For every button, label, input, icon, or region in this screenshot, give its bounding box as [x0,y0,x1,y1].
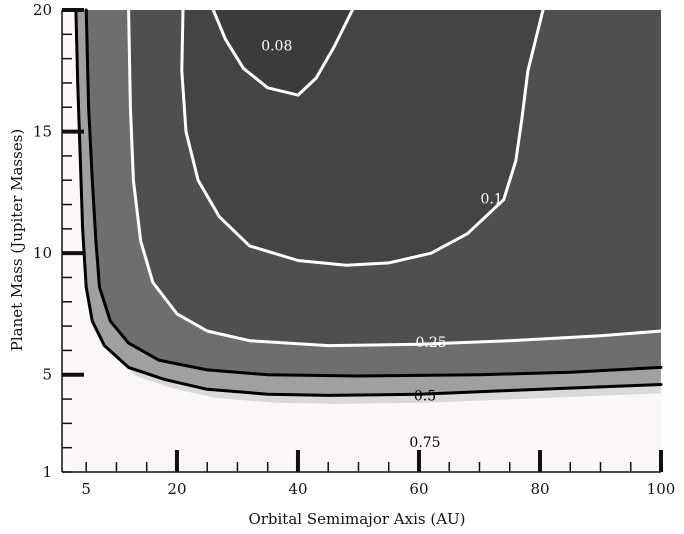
x-tick-label: 60 [409,480,428,498]
contour-line-0-08 [211,8,354,97]
y-tick-label: 1 [42,463,52,481]
contour-label-0-08: 0.08 [261,39,292,55]
x-tick-label: 5 [81,480,91,498]
contour-label-0-1: 0.1 [480,192,502,208]
plot-area [62,8,663,472]
axes [61,10,661,473]
x-tick-label: 40 [288,480,307,498]
contour-line-0-25 [127,8,663,348]
x-tick-label: 20 [167,480,186,498]
y-tick-label: 5 [42,366,52,384]
contour-line-0-1 [180,8,545,267]
y-tick-label: 15 [33,123,52,141]
contour-label-0-75: 0.75 [409,435,440,451]
contour-labels: 0.75 0.5 0.25 0.1 0.08 [261,39,503,451]
heatmap-fills [62,10,661,472]
contour-line-0-5 [84,8,663,378]
y-tick-label: 10 [33,244,52,262]
tick-marks [62,8,663,473]
x-tick-label: 80 [530,480,549,498]
y-axis-title: Planet Mass (Jupiter Masses) [8,129,26,352]
y-tick-label: 20 [33,1,52,19]
contour-lines [74,8,663,397]
x-tick-label: 100 [647,480,676,498]
contour-label-0-25: 0.25 [416,335,447,351]
x-axis-title: Orbital Semimajor Axis (AU) [248,510,465,528]
contour-line-0-75 [74,8,663,397]
contour-label-0-5: 0.5 [414,389,436,405]
